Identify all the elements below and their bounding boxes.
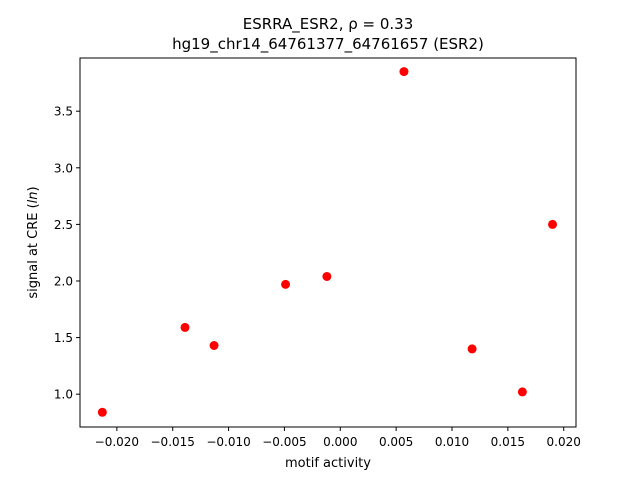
chart-title-line1: ESRRA_ESR2, ρ = 0.33 <box>243 15 414 34</box>
y-tick-label: 1.0 <box>54 388 73 402</box>
plot-area <box>97 67 558 417</box>
data-point <box>209 341 219 351</box>
data-point <box>97 407 107 417</box>
data-point <box>467 344 477 354</box>
y-tick-label: 3.0 <box>54 161 73 175</box>
data-point <box>548 219 558 229</box>
x-tick-label: 0.005 <box>379 435 413 449</box>
x-tick-label: −0.010 <box>206 435 250 449</box>
y-tick-label: 3.5 <box>54 105 73 119</box>
x-tick-label: −0.020 <box>95 435 139 449</box>
x-tick-label: 0.015 <box>491 435 525 449</box>
data-point <box>517 387 527 397</box>
chart-title-line2: hg19_chr14_64761377_64761657 (ESR2) <box>172 35 484 54</box>
axes-frame <box>79 57 577 428</box>
data-point <box>180 322 190 332</box>
x-tick-label: 0.010 <box>435 435 469 449</box>
data-point <box>281 279 291 289</box>
x-tick-label: 0.000 <box>323 435 357 449</box>
y-tick-label: 2.5 <box>54 218 73 232</box>
x-tick-label: −0.015 <box>151 435 195 449</box>
y-axis: 1.0 1.5 2.0 2.5 3.0 3.5 <box>54 105 80 402</box>
x-axis: −0.020 −0.015 −0.010 −0.005 0.000 0.005 0.010 0… <box>95 427 581 449</box>
y-tick-label: 1.5 <box>54 331 73 345</box>
x-tick-label: −0.005 <box>262 435 306 449</box>
x-tick-label: 0.020 <box>547 435 581 449</box>
y-axis-label: signal at CRE (ln) <box>26 186 41 298</box>
data-point <box>399 67 409 77</box>
x-axis-label: motif activity <box>285 456 371 471</box>
y-tick-label: 2.0 <box>54 274 73 288</box>
data-point <box>322 271 332 281</box>
